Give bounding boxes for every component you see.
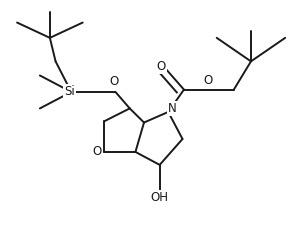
Text: O: O [109, 75, 119, 88]
Text: O: O [156, 60, 166, 73]
Text: O: O [204, 74, 213, 87]
Text: OH: OH [151, 191, 169, 204]
Text: N: N [168, 102, 177, 115]
Text: Si: Si [65, 85, 75, 99]
Text: O: O [92, 145, 102, 159]
